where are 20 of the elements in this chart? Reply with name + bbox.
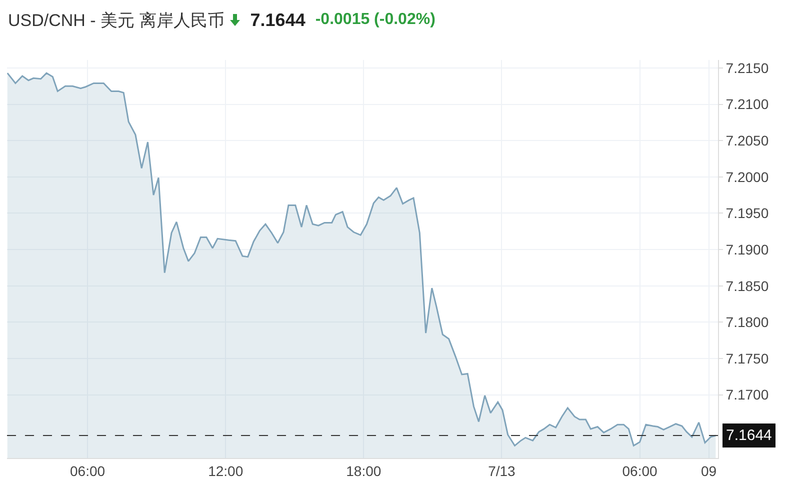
y-tick-label: 7.1800 (726, 314, 769, 330)
text: -0.0015 (-0.02%) (315, 11, 436, 29)
y-tick-label: 7.1750 (726, 350, 769, 366)
x-tick-label: 12:00 (208, 462, 244, 479)
x-tick-label: 06:00 (70, 462, 106, 479)
y-tick-label: 7.1700 (726, 386, 769, 403)
y-tick-label: 7.2050 (726, 132, 769, 149)
y-tick-label: 7.2150 (726, 60, 769, 76)
y-tick-label: 7.2000 (726, 168, 769, 185)
text: 7.1644 (250, 10, 306, 30)
y-tick-label: 7.1850 (726, 278, 769, 294)
x-tick-label: 7/13 (488, 462, 516, 479)
x-tick-label: 18:00 (346, 462, 382, 479)
y-tick-label: 7.1900 (726, 241, 769, 258)
ref-line-label: 7.1644 (726, 427, 772, 444)
y-tick-label: 7.2100 (726, 96, 769, 112)
y-tick-label: 7.1950 (726, 205, 769, 222)
x-tick-label: 06:00 (622, 462, 658, 479)
chart-title: USD/CNH - 美元 离岸人民币 (8, 10, 224, 32)
x-tick-label: 09 (701, 462, 717, 479)
